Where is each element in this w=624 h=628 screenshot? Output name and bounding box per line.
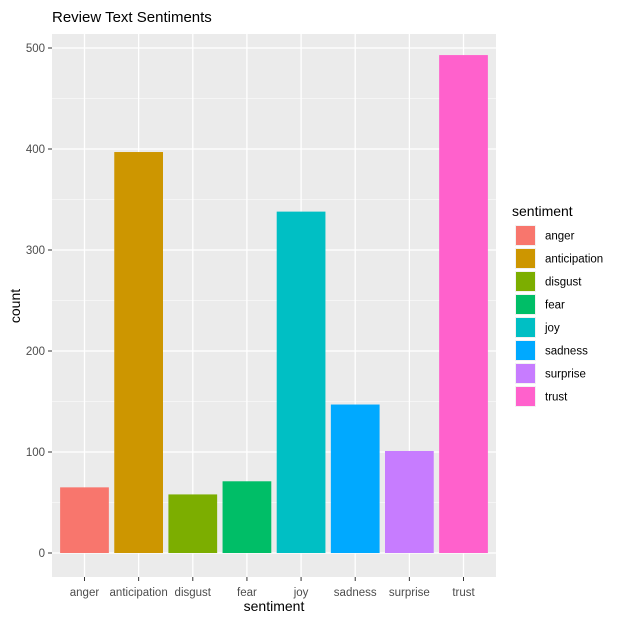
legend-label: trust [545,392,568,404]
y-axis-title: count [7,289,23,323]
legend-key-anticipation [516,249,535,268]
bar-surprise [385,450,434,553]
bar-sadness [330,404,380,553]
x-tick-label: fear [237,587,257,599]
x-tick-label: trust [452,587,475,599]
x-tick-label: anger [70,587,100,599]
y-tick-label: 200 [26,346,45,358]
legend-key-surprise [516,364,535,383]
legend: sentiment anger anticipation disgust fear jo… [512,203,603,407]
legend-items: anger anticipation disgust fear joy sadness su… [515,225,603,407]
legend-label: fear [545,300,565,312]
x-tick-label: surprise [389,587,430,599]
bar-disgust [168,494,218,553]
bar-anticipation [114,152,163,553]
bar-anger [60,487,109,553]
x-tick-label: anticipation [110,587,168,599]
legend-key-anger [516,226,535,245]
y-tick-label: 500 [26,43,45,55]
legend-label: joy [544,323,560,335]
bars [60,55,488,553]
x-tick-label: disgust [175,587,212,599]
bar-trust [439,55,488,553]
bar-joy [276,211,326,553]
chart-title: Review Text Sentiments [52,9,212,26]
y-tick-label: 400 [26,144,45,156]
x-tick-label: joy [293,587,309,599]
legend-label: sadness [545,346,588,358]
legend-title: sentiment [512,203,573,219]
legend-key-trust [516,387,535,406]
legend-label: disgust [545,277,582,289]
x-tick-label: sadness [334,587,377,599]
legend-label: anticipation [545,254,603,266]
legend-label: surprise [545,369,586,381]
bar-fear [222,481,272,553]
legend-key-joy [516,318,535,337]
legend-key-fear [516,295,535,314]
legend-label: anger [545,231,575,243]
y-tick-label: 300 [26,245,45,257]
x-axis-ticks: anger anticipation disgust fear joy sadness su… [70,577,475,599]
y-tick-label: 0 [39,548,45,560]
legend-key-sadness [516,341,535,360]
y-tick-label: 100 [26,447,45,459]
x-axis-title: sentiment [244,598,305,614]
y-axis-ticks: 0 100 200 300 400 500 [26,43,52,560]
legend-key-disgust [516,272,535,291]
